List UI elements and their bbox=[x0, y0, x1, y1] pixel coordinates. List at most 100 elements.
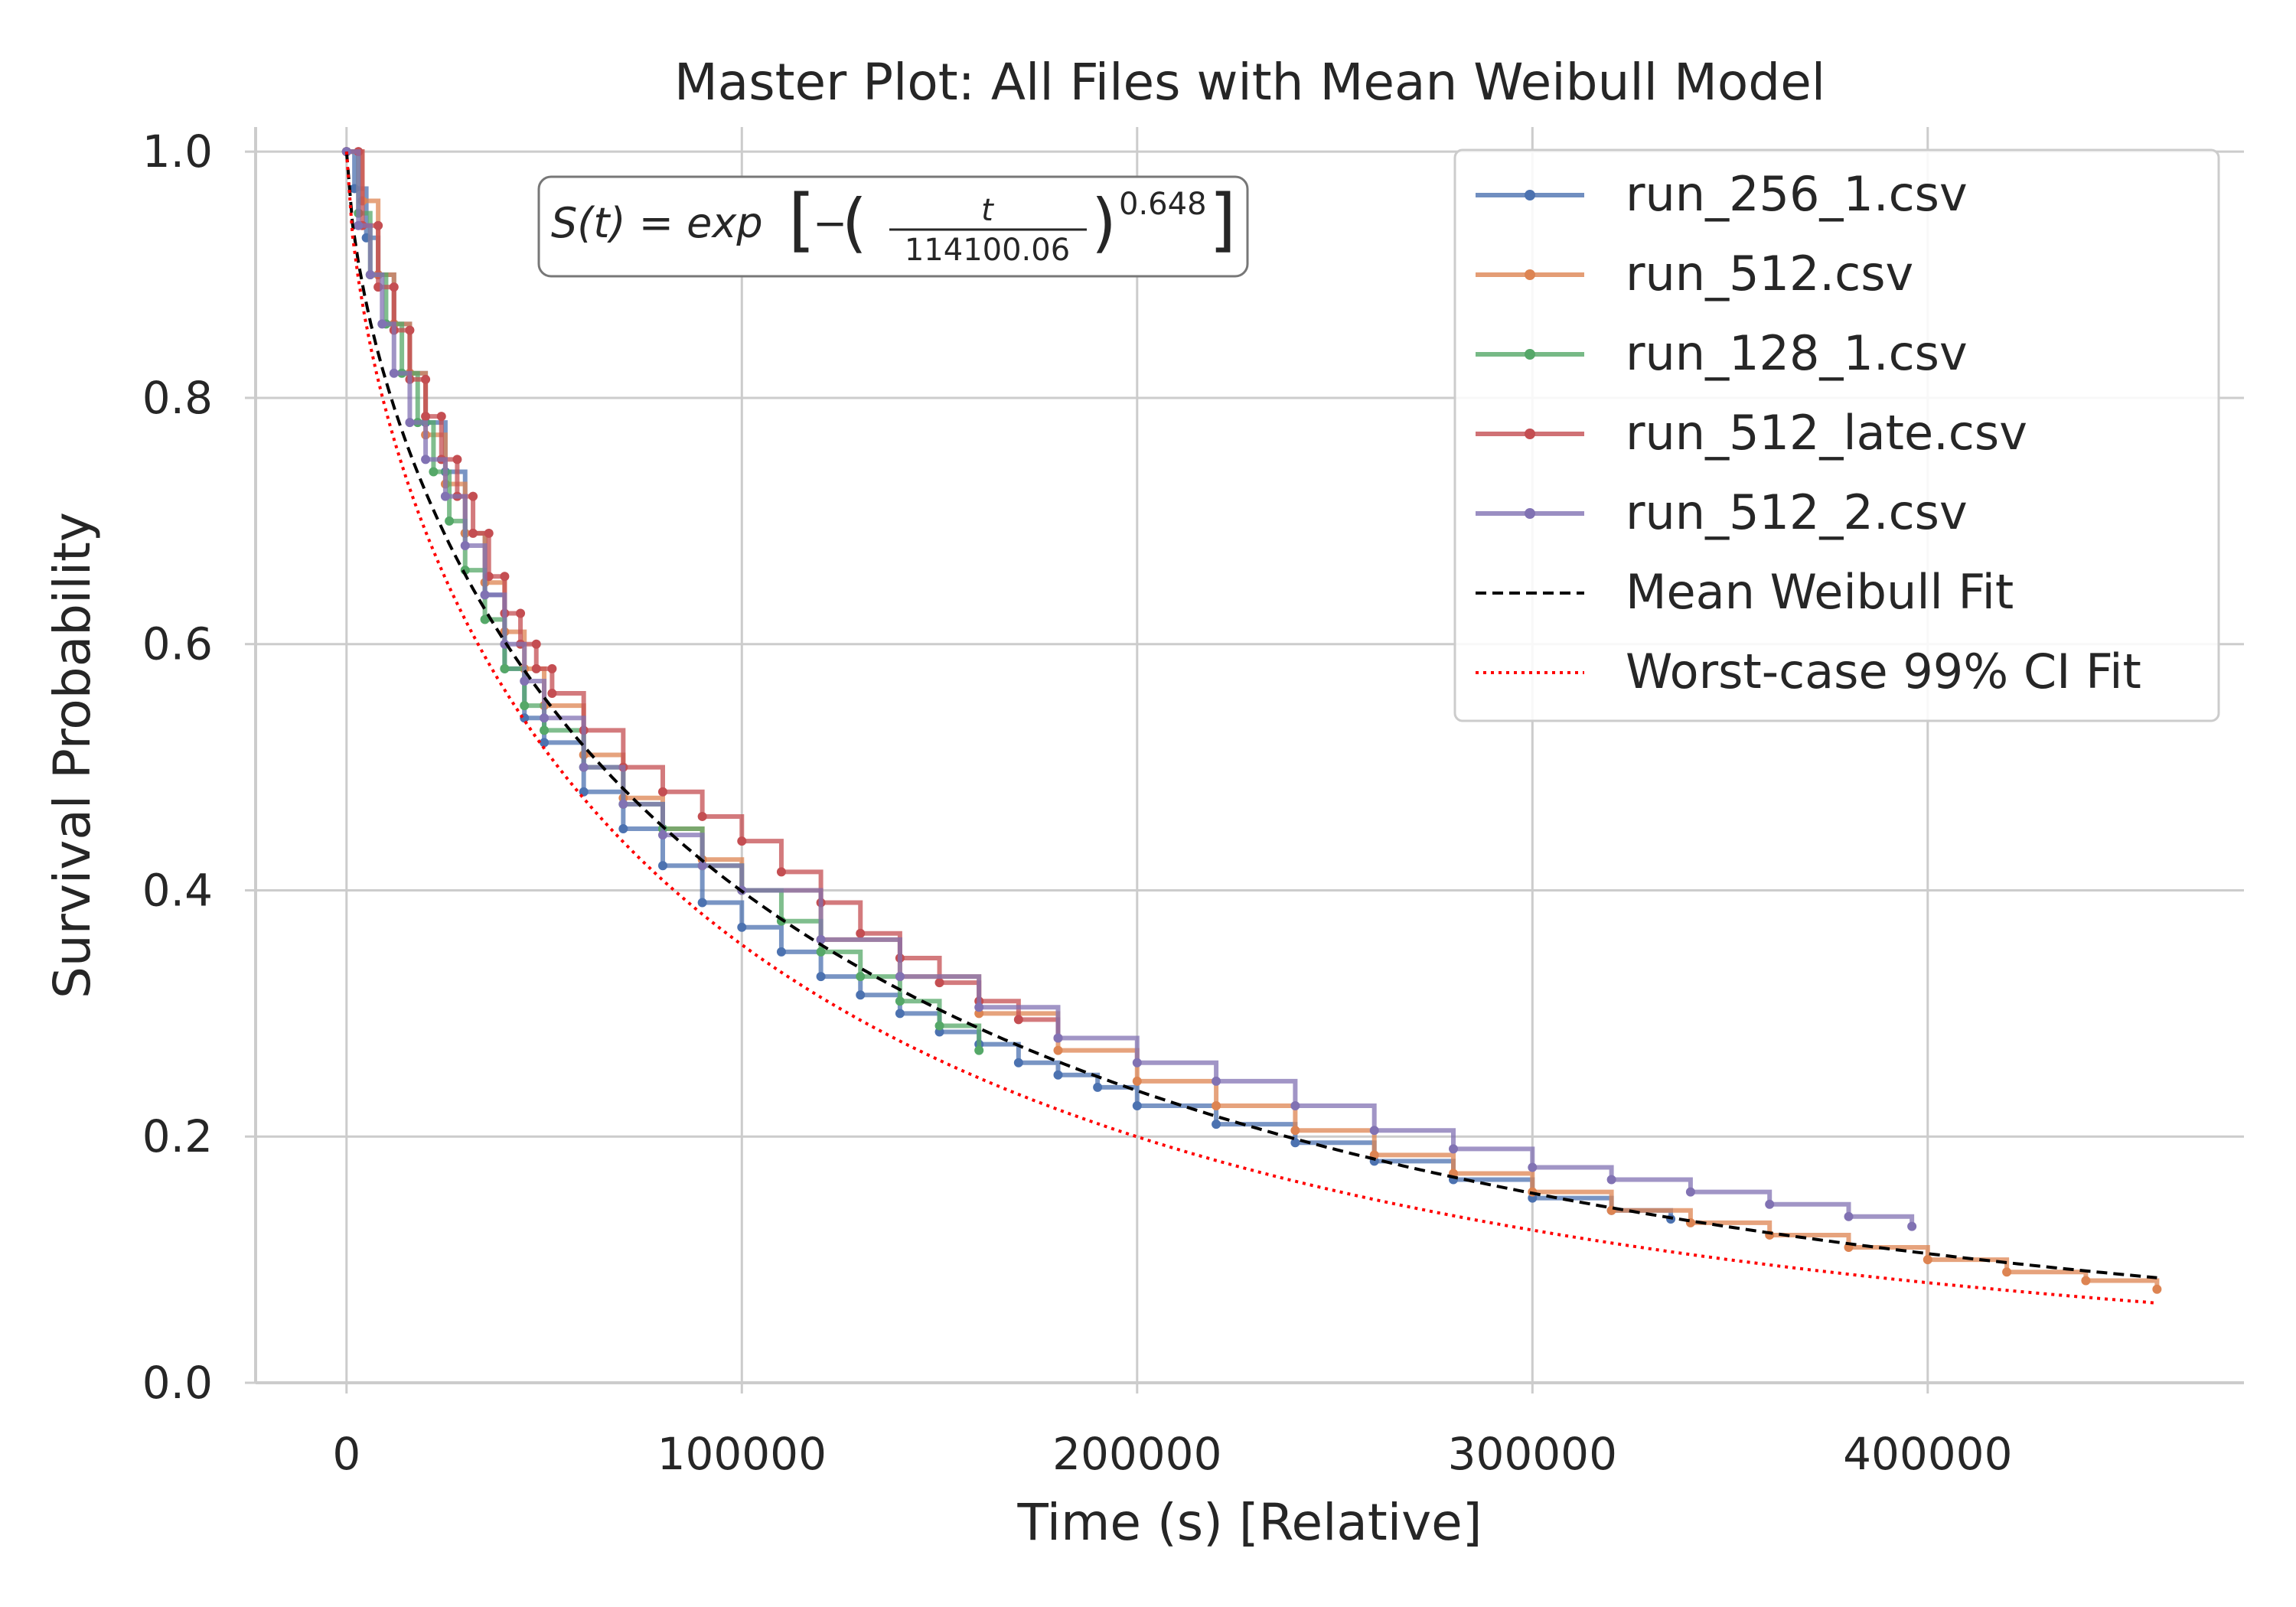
data-point bbox=[500, 572, 510, 582]
data-point bbox=[856, 990, 866, 1000]
data-point bbox=[776, 947, 786, 957]
data-point bbox=[1685, 1187, 1695, 1197]
data-point bbox=[377, 319, 387, 329]
legend: run_256_1.csv run_512.csv run_128_1.csvrun… bbox=[1453, 148, 2220, 722]
data-point bbox=[520, 676, 530, 686]
data-point bbox=[365, 270, 375, 280]
data-point bbox=[1053, 1070, 1063, 1080]
data-point bbox=[1212, 1101, 1221, 1111]
y-tick-label: 1.0 bbox=[142, 125, 213, 178]
data-point bbox=[460, 541, 470, 550]
data-point bbox=[484, 528, 494, 538]
y-tick-label: 0.8 bbox=[142, 372, 213, 424]
data-point bbox=[468, 491, 478, 501]
data-point bbox=[657, 830, 667, 840]
data-point bbox=[2152, 1284, 2162, 1294]
data-point bbox=[856, 972, 866, 982]
formula-numerator: t bbox=[981, 193, 994, 228]
formula-bracket-close: ] bbox=[1209, 180, 1236, 260]
y-tick-label: 0.2 bbox=[142, 1110, 213, 1162]
data-point bbox=[618, 799, 628, 809]
data-point bbox=[816, 947, 826, 957]
data-point bbox=[737, 836, 747, 846]
axes-frame bbox=[254, 127, 2244, 1384]
legend-item-run-128-1-csv: run_128_1.csv bbox=[1476, 325, 1968, 381]
data-point bbox=[531, 663, 541, 673]
data-point bbox=[1290, 1101, 1300, 1111]
data-point bbox=[547, 663, 557, 673]
x-tick-label: 0 bbox=[332, 1428, 360, 1480]
legend-item-run-512-late-csv: run_512_late.csv bbox=[1476, 405, 2027, 461]
chart-title: Master Plot: All Files with Mean Weibull… bbox=[674, 53, 1825, 112]
data-point bbox=[500, 663, 510, 673]
data-point bbox=[421, 455, 431, 464]
legend-label: run_512_late.csv bbox=[1626, 405, 2027, 461]
legend-marker bbox=[1525, 349, 1535, 360]
model-curve bbox=[344, 152, 2157, 1305]
data-point bbox=[1369, 1126, 1379, 1136]
formula-bracket-open: [ bbox=[788, 180, 815, 260]
legend-label: run_512.csv bbox=[1626, 246, 1913, 302]
data-point bbox=[697, 898, 707, 908]
data-point bbox=[1132, 1058, 1142, 1068]
y-tick-label: 0.6 bbox=[142, 618, 213, 670]
data-point bbox=[697, 861, 707, 871]
data-point bbox=[816, 972, 826, 982]
data-point bbox=[1606, 1175, 1616, 1185]
data-point bbox=[1132, 1101, 1142, 1111]
data-point bbox=[1907, 1221, 1917, 1231]
data-point bbox=[1528, 1162, 1538, 1172]
data-point bbox=[2002, 1267, 2012, 1277]
data-point bbox=[974, 1045, 984, 1055]
legend-item-worst-case-99-ci-fit: Worst-case 99% CI Fit bbox=[1476, 644, 2141, 699]
data-point bbox=[405, 325, 415, 335]
data-point bbox=[540, 713, 550, 723]
formula-paren-open: ( bbox=[842, 185, 867, 260]
data-point bbox=[697, 811, 707, 821]
data-point bbox=[480, 614, 490, 624]
data-point bbox=[1290, 1126, 1300, 1136]
data-point bbox=[354, 220, 364, 230]
legend-label: Worst-case 99% CI Fit bbox=[1626, 644, 2141, 699]
data-point bbox=[468, 528, 478, 538]
data-point bbox=[1132, 1076, 1142, 1086]
formula-prefix: S(t) = exp bbox=[551, 199, 763, 247]
data-point bbox=[895, 996, 905, 1006]
legend-item-run-512-2-csv: run_512_2.csv bbox=[1476, 484, 1968, 540]
data-point bbox=[856, 928, 866, 938]
data-point bbox=[436, 412, 446, 422]
data-point bbox=[341, 147, 351, 157]
legend-label: run_128_1.csv bbox=[1626, 325, 1968, 381]
data-point bbox=[516, 608, 526, 618]
legend-marker bbox=[1525, 508, 1535, 519]
data-point bbox=[1212, 1076, 1221, 1086]
series-group bbox=[341, 147, 2162, 1305]
data-point bbox=[389, 282, 399, 292]
data-point bbox=[579, 762, 589, 772]
data-point bbox=[1844, 1211, 1854, 1221]
data-point bbox=[934, 1021, 944, 1031]
data-point bbox=[1013, 1058, 1023, 1068]
data-point bbox=[895, 972, 905, 982]
data-point bbox=[1290, 1138, 1300, 1148]
tick-labels: 0 100000 200000 300000 400000 0.0 0.2 0.4 0.6 0.8… bbox=[142, 125, 2013, 1480]
legend-item-mean-weibull-fit: Mean Weibull Fit bbox=[1476, 564, 2014, 620]
series-run-512-2-csv bbox=[341, 147, 1917, 1231]
data-point bbox=[480, 590, 490, 600]
legend-label: run_256_1.csv bbox=[1626, 166, 1968, 222]
data-point bbox=[452, 455, 462, 464]
legend-item-run-512-csv: run_512.csv bbox=[1476, 246, 1913, 302]
legend-box bbox=[1453, 148, 2220, 722]
formula-paren-close: ) bbox=[1091, 185, 1117, 260]
data-point bbox=[618, 824, 628, 834]
x-tick-label: 200000 bbox=[1052, 1428, 1221, 1480]
data-point bbox=[1212, 1120, 1221, 1129]
legend-marker bbox=[1525, 190, 1535, 200]
x-tick-label: 400000 bbox=[1843, 1428, 2012, 1480]
formula-box bbox=[537, 175, 1249, 278]
data-point bbox=[1923, 1255, 1932, 1265]
data-point bbox=[737, 922, 747, 932]
x-tick-label: 100000 bbox=[657, 1428, 827, 1480]
series-worst-case-99-ci-fit bbox=[344, 152, 2157, 1305]
